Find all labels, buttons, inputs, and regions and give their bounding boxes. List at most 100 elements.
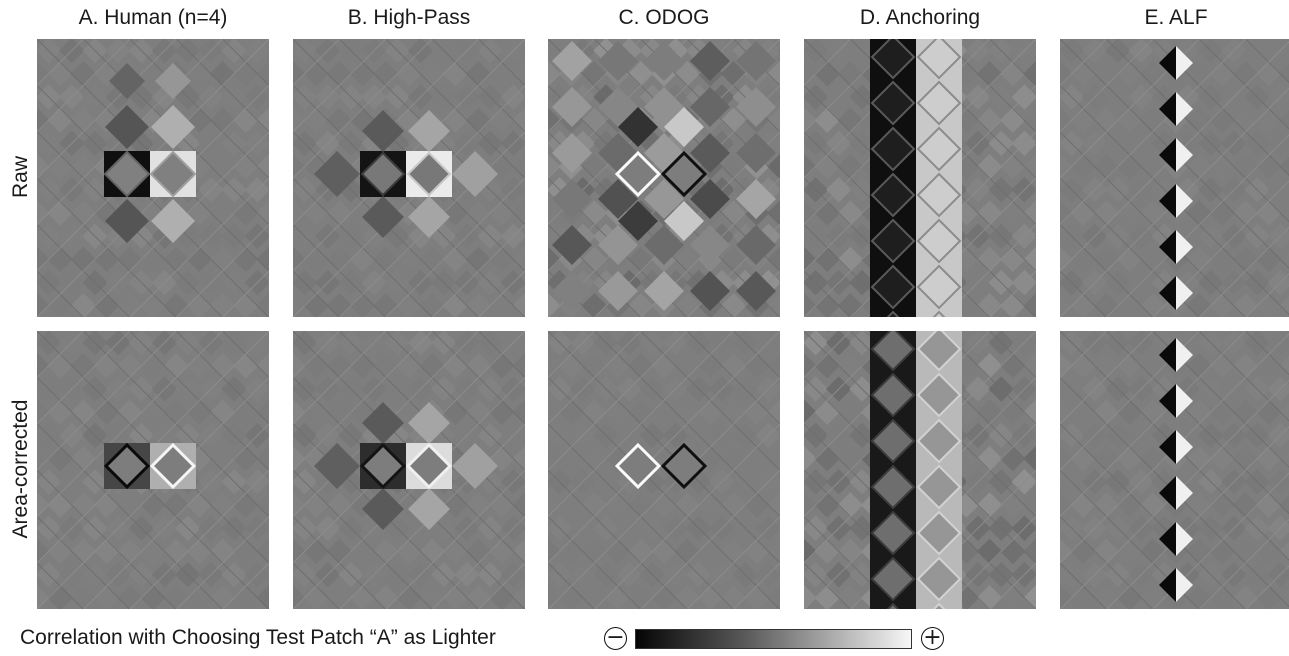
texture-diamond: [662, 39, 666, 41]
texture-diamond: [1000, 61, 1026, 87]
texture-diamond: [1116, 61, 1143, 87]
texture-diamond: [1279, 316, 1282, 317]
texture-diamond: [163, 316, 166, 317]
texture-triangle: [1159, 476, 1176, 510]
texture-patch: [932, 310, 946, 317]
texture-diamond: [93, 353, 120, 379]
grid-line: [594, 131, 780, 317]
grid-line: [293, 39, 340, 87]
texture-diamond: [233, 538, 259, 565]
texture-diamond: [720, 585, 747, 609]
texture-diamond: [720, 200, 747, 226]
texture-diamond: [651, 492, 677, 518]
texture-diamond: [256, 445, 269, 472]
texture-diamond: [1267, 561, 1289, 588]
texture-diamond: [837, 353, 864, 379]
texture-diamond: [37, 107, 50, 133]
texture-diamond: [1209, 107, 1236, 133]
texture-diamond: [209, 107, 236, 133]
texture-diamond: [1093, 585, 1120, 609]
texture-diamond: [233, 107, 259, 133]
texture-diamond: [778, 95, 780, 99]
texture-patch: [690, 225, 730, 265]
texture-diamond: [804, 107, 817, 133]
texture-patch: [552, 271, 592, 311]
texture-diamond: [523, 527, 525, 530]
texture-diamond: [814, 246, 840, 273]
texture-diamond: [697, 585, 724, 609]
texture-diamond: [37, 200, 50, 226]
texture-diamond: [1000, 538, 1026, 565]
texture-diamond: [1116, 399, 1143, 425]
texture-diamond: [814, 492, 840, 518]
texture-diamond: [767, 107, 780, 133]
grid-line: [1106, 134, 1289, 317]
texture-diamond: [523, 188, 525, 191]
texture-diamond: [1023, 246, 1036, 273]
texture-diamond: [1070, 538, 1096, 565]
texture-diamond: [548, 538, 561, 565]
texture-diamond: [804, 153, 817, 180]
texture-diamond: [37, 585, 50, 609]
texture-diamond: [151, 39, 155, 41]
texture-diamond: [71, 316, 73, 317]
texture-diamond: [396, 246, 422, 273]
grid-line: [804, 39, 851, 87]
texture-diamond: [1232, 200, 1259, 226]
texture-diamond: [558, 538, 584, 565]
texture-triangle: [1176, 338, 1193, 372]
texture-diamond: [582, 316, 584, 317]
texture-diamond: [767, 399, 780, 425]
texture-triangle: [1159, 92, 1176, 126]
texture-diamond: [1209, 293, 1236, 317]
texture-patch: [870, 556, 916, 602]
texture-diamond: [1034, 573, 1036, 576]
texture-diamond: [256, 107, 269, 133]
texture-diamond: [303, 293, 329, 317]
texture-diamond: [1116, 492, 1143, 518]
texture-diamond: [976, 61, 1003, 87]
texture-diamond: [489, 246, 515, 273]
grid-line: [548, 331, 734, 518]
texture-diamond: [47, 107, 73, 133]
texture-diamond: [70, 200, 97, 226]
texture-diamond: [837, 246, 864, 273]
texture-diamond: [442, 246, 469, 273]
texture-diamond: [698, 316, 700, 317]
texture-diamond: [47, 445, 73, 472]
texture-diamond: [244, 331, 247, 333]
texture-diamond: [1256, 200, 1282, 226]
texture-diamond: [1116, 445, 1143, 472]
texture-diamond: [814, 399, 840, 425]
texture-diamond: [37, 293, 50, 317]
texture-diamond: [1186, 153, 1212, 180]
texture-diamond: [349, 585, 376, 609]
texture-diamond: [1140, 61, 1166, 87]
texture-diamond: [244, 39, 247, 41]
texture-diamond: [442, 538, 469, 565]
texture-patch: [886, 310, 900, 317]
texture-diamond: [976, 399, 1003, 425]
texture-diamond: [326, 61, 353, 87]
texture-diamond: [186, 293, 213, 317]
texture-triangle: [1176, 92, 1193, 126]
texture-diamond: [37, 538, 50, 565]
texture-diamond: [1000, 200, 1026, 226]
texture-diamond: [548, 492, 561, 518]
texture-diamond: [1000, 399, 1026, 425]
texture-diamond: [720, 399, 747, 425]
texture-diamond: [37, 246, 50, 273]
texture-diamond: [396, 61, 422, 87]
texture-triangle: [1176, 568, 1193, 602]
texture-diamond: [210, 608, 212, 609]
texture-triangle: [1176, 138, 1193, 172]
texture-diamond: [697, 353, 724, 379]
texture-diamond: [1256, 316, 1258, 317]
texture-diamond: [804, 246, 817, 273]
texture-diamond: [778, 573, 780, 576]
texture-diamond: [1186, 200, 1212, 226]
texture-diamond: [443, 316, 445, 317]
texture-diamond: [1140, 492, 1166, 518]
texture-triangle: [1159, 384, 1176, 418]
texture-diamond: [140, 585, 166, 609]
